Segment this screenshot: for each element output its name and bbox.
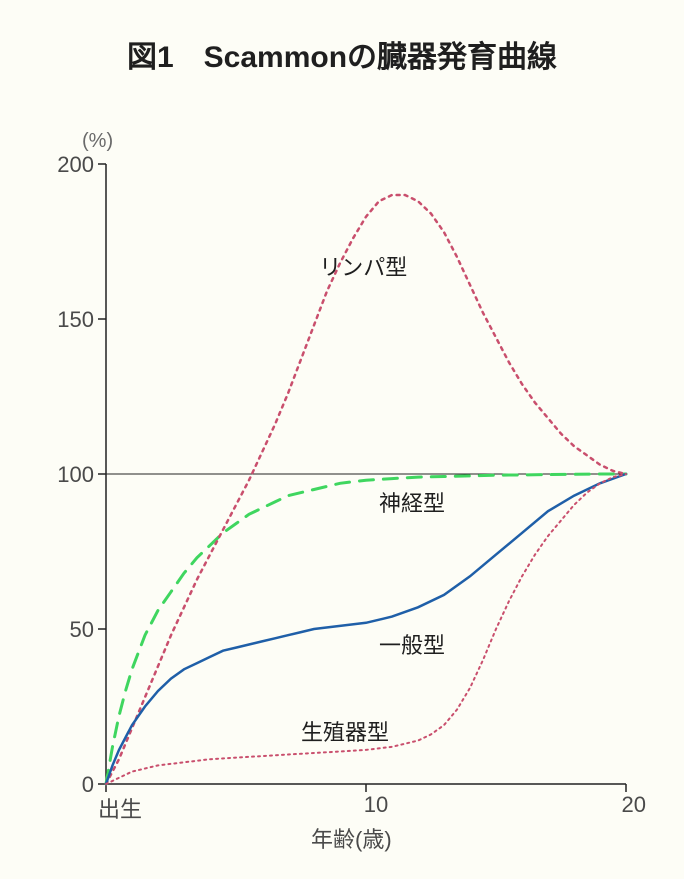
curve-lymphoid <box>106 195 626 784</box>
label-general: 一般型 <box>379 628 445 660</box>
ytick-3: 150 <box>57 307 94 333</box>
label-neural: 神経型 <box>379 486 445 518</box>
xtick-0: 出生 <box>98 792 158 824</box>
label-genital: 生殖器型 <box>301 715 389 747</box>
x-axis-label: 年齢(歳) <box>311 822 392 854</box>
x-ticks <box>106 784 626 792</box>
ytick-0: 0 <box>82 772 94 798</box>
xtick-2: 20 <box>586 792 646 818</box>
ytick-1: 50 <box>70 617 94 643</box>
ytick-4: 200 <box>57 152 94 178</box>
ytick-2: 100 <box>57 462 94 488</box>
y-unit-label: (%) <box>82 130 113 153</box>
y-ticks <box>98 164 106 784</box>
label-lymphoid: リンパ型 <box>319 250 407 282</box>
xtick-1: 10 <box>346 792 406 818</box>
chart-title: 図1 Scammonの臓器発育曲線 <box>0 32 684 76</box>
